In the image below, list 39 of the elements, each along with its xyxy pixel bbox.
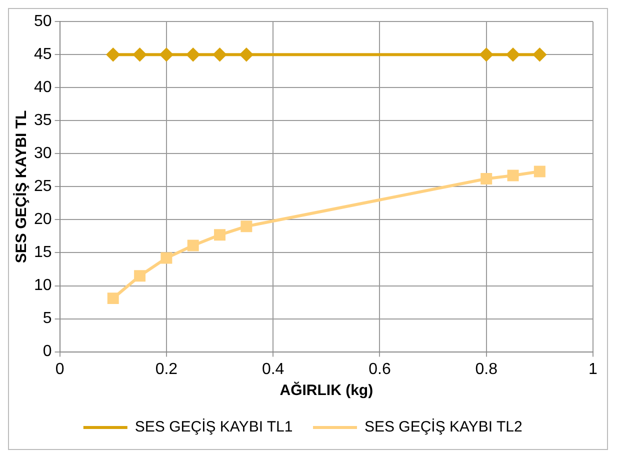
point bbox=[186, 48, 200, 62]
point bbox=[160, 252, 172, 264]
y-tick-label: 50 bbox=[34, 13, 52, 30]
y-tick-label: 45 bbox=[34, 46, 52, 64]
y-tick-label: 40 bbox=[34, 79, 52, 96]
x-tick-label: 1 bbox=[588, 360, 598, 378]
x-tick-label: 0.4 bbox=[262, 360, 284, 378]
y-tick-label: 30 bbox=[34, 145, 52, 162]
legend-label: SES GEÇİŞ KAYBI TL1 bbox=[134, 418, 293, 436]
x-tick-label: 0.2 bbox=[155, 360, 178, 378]
point bbox=[240, 48, 253, 62]
point bbox=[133, 48, 146, 62]
y-tick-label: 10 bbox=[34, 277, 52, 294]
x-tick-label: 0 bbox=[55, 360, 64, 378]
y-tick-label: 5 bbox=[42, 310, 52, 328]
x-tick-label: 0.8 bbox=[475, 360, 498, 378]
x-tick-label: 0.6 bbox=[368, 360, 391, 378]
point bbox=[533, 48, 546, 62]
point bbox=[507, 170, 519, 182]
point bbox=[214, 229, 226, 241]
point bbox=[506, 48, 520, 62]
point bbox=[107, 292, 119, 304]
point bbox=[106, 48, 120, 62]
point bbox=[240, 220, 252, 232]
y-tick-label: 35 bbox=[34, 112, 52, 130]
point bbox=[134, 270, 146, 282]
point bbox=[213, 48, 226, 62]
point bbox=[480, 173, 492, 185]
y-tick-label: 20 bbox=[34, 211, 52, 228]
point bbox=[160, 48, 173, 62]
y-tick-label: 0 bbox=[42, 343, 52, 360]
y-tick-label: 15 bbox=[34, 244, 52, 262]
x-axis-title: AĞIRLIK (kg) bbox=[280, 381, 374, 400]
y-axis-title: SES GEÇİŞ KAYBI TL bbox=[13, 110, 30, 264]
legend-label: SES GEÇİŞ KAYBI TL2 bbox=[364, 418, 522, 436]
point bbox=[480, 48, 493, 62]
point bbox=[187, 240, 199, 252]
y-tick-label: 25 bbox=[34, 178, 52, 196]
point bbox=[534, 166, 546, 178]
